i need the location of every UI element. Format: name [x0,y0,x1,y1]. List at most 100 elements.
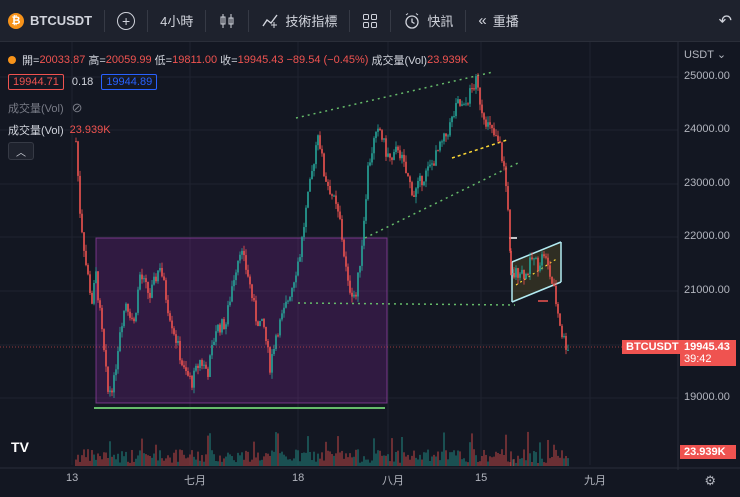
candlestick-icon [220,13,234,28]
volume-bar [161,458,163,466]
currency-selector[interactable]: USDT ⌄ [684,48,726,61]
flag-upper-line[interactable] [511,241,562,263]
time-tick-label: 18 [292,472,305,484]
price-chart[interactable] [0,42,740,497]
volume-bar [315,461,317,466]
candle-body [163,276,165,281]
channel-lower-line[interactable] [364,162,519,239]
volume-bar [333,455,335,466]
candle-body [227,305,229,325]
replay-button[interactable]: « 重播 [470,0,526,42]
volume-bar [499,454,501,466]
alert-button[interactable]: 快訊 [395,0,461,42]
chart-area[interactable]: 開= 20033.87 高= 20059.99 低= 19811.00 收= 19945… [0,42,740,497]
yellow-trend-line[interactable] [451,139,508,159]
volume-bar [169,457,171,466]
candle-body [413,195,415,197]
collapse-legend-button[interactable]: ︿ [8,142,34,160]
volume-bar [517,455,519,466]
interval-label: 4小時 [160,14,194,29]
volume-bar [143,453,145,466]
volume-bar [445,450,447,466]
volume-bar [425,452,427,466]
candle-body [333,195,335,197]
volume-bar [501,449,503,466]
low-label: 低= [154,55,173,67]
candle-body [343,239,345,257]
candle-body [493,128,495,136]
volume-tag: 23.939K [680,445,736,459]
chart-type-button[interactable] [210,0,244,42]
undo-icon[interactable]: ↶ [718,13,732,30]
eye-off-icon[interactable]: ⊘ [71,100,83,115]
volume-bar [113,454,115,466]
candle-body [337,203,339,212]
candle-body [113,375,115,393]
volume-bar [509,462,511,466]
candle-body [485,119,487,127]
volume-bar [83,449,85,466]
candlesticks [75,73,569,398]
indicators-button[interactable]: 技術指標 [253,0,345,42]
candle-body [421,175,423,186]
volume-bar [133,461,135,466]
candle-body [491,124,493,129]
candle-body [365,199,367,221]
candle-body [271,354,273,373]
candle-body [453,116,455,118]
candle-body [255,300,257,322]
flag-lower-line[interactable] [511,281,562,303]
volume-bar [231,456,233,466]
candle-body [461,104,463,106]
volume-bar [461,459,463,466]
candle-body [301,237,303,258]
volume-bar [337,436,339,466]
range-zone[interactable] [95,237,388,404]
candle-body [563,335,565,338]
candle-body [437,150,439,152]
volume-bar [553,444,555,466]
volume-bar [119,462,121,466]
volume-bar [539,442,541,466]
sell-price-button[interactable]: 19944.71 [8,74,64,90]
candle-body [483,113,485,120]
candle-body [361,245,363,266]
volume-bar [277,433,279,466]
volume-bar [265,453,267,466]
volume-bar [103,452,105,466]
volume-bar [329,451,331,466]
volume-bar [117,453,119,466]
candle-body [463,104,465,106]
volume-bar [415,457,417,466]
volume-bar [221,461,223,466]
candle-body [89,274,91,293]
symbol-search[interactable]: ₿ BTCUSDT [0,0,100,42]
candle-body [265,326,267,342]
candle-body [325,176,327,182]
layout-button[interactable] [354,0,386,42]
interval-button[interactable]: 4小時 [152,0,201,42]
candle-body [379,128,381,131]
tradingview-logo[interactable]: TV [8,438,32,456]
volume-bar [109,441,111,466]
price-tick-label: 21000.00 [684,284,730,296]
volume-bar [179,449,181,466]
volume-bar [287,459,289,466]
channel-upper-line[interactable] [295,71,494,119]
candle-body [145,278,147,283]
volume-bar [239,455,241,466]
volume-bar [431,456,433,466]
horizontal-dotted-level[interactable] [297,302,516,306]
volume-bar [203,461,205,466]
candle-body [497,135,499,142]
candle-body [209,355,211,377]
buy-price-button[interactable]: 19944.89 [101,74,158,90]
gear-icon[interactable]: ⚙ [704,473,716,488]
candle-body [395,146,397,152]
candle-body [553,283,555,286]
candle-body [523,269,525,279]
candle-body [261,318,263,321]
compare-button[interactable]: + [109,0,143,42]
volume-bar [97,453,99,466]
volume-bar [303,452,305,466]
